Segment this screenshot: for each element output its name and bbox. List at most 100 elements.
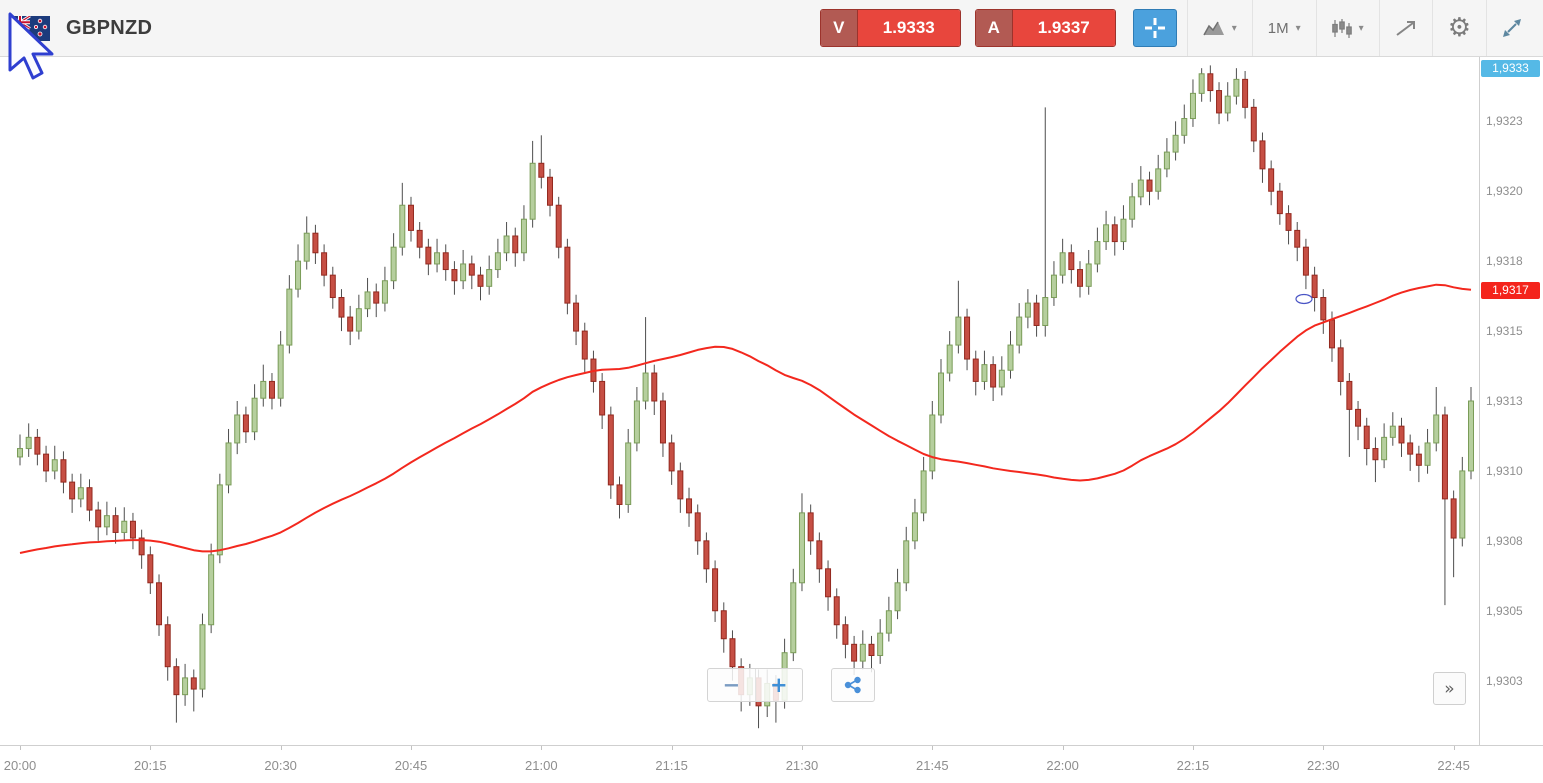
time-axis-tick: [1192, 746, 1194, 750]
zoom-out-button[interactable]: −: [708, 669, 756, 701]
candle: [477, 266, 484, 301]
candle: [1311, 266, 1318, 312]
sell-tag: V: [820, 10, 858, 46]
time-axis-tick: [410, 746, 412, 750]
candle: [1233, 68, 1240, 105]
candle: [77, 473, 84, 508]
candle: [17, 434, 23, 466]
time-axis-tick: [20, 746, 21, 750]
candle: [1268, 160, 1275, 206]
time-axis-label: 22:15: [1176, 758, 1210, 773]
price-axis-label: 1,9303: [1486, 673, 1523, 688]
chart-type-dropdown[interactable]: ▾: [1188, 0, 1252, 56]
candle: [147, 546, 154, 594]
price-axis-label: 1,9305: [1486, 603, 1523, 618]
candle: [1024, 289, 1031, 329]
time-axis-label: 21:15: [655, 758, 688, 773]
candle: [416, 222, 423, 259]
share-icon: [844, 676, 861, 694]
time-axis-tick: [1062, 746, 1064, 750]
time-axis-tick: [1453, 746, 1455, 750]
candle: [573, 294, 580, 346]
buy-tag: A: [975, 10, 1013, 46]
candle: [51, 445, 58, 480]
timeframe-label: 1M: [1267, 19, 1289, 37]
expand-icon: [1503, 19, 1521, 37]
time-axis-label: 22:30: [1307, 758, 1340, 773]
crosshair-tool-button[interactable]: [1132, 9, 1177, 47]
price-axis-label: 1,9310: [1486, 463, 1523, 478]
candle: [1363, 417, 1370, 466]
chevron-down-icon: ▾: [1358, 22, 1364, 34]
timeframe-dropdown[interactable]: 1M ▾: [1253, 0, 1316, 56]
time-axis[interactable]: 20:00 20:15 20:30 20:45 21:00 21:15 21:30 21:45…: [0, 745, 1543, 783]
candle: [616, 476, 623, 519]
candle: [677, 462, 684, 513]
candle: [868, 635, 875, 673]
candle: [512, 227, 519, 267]
candle: [1120, 205, 1127, 250]
candle: [1042, 107, 1049, 337]
candle: [816, 532, 823, 583]
toolbar-separator: [1486, 0, 1487, 56]
candle: [1285, 205, 1292, 245]
candle: [1346, 373, 1353, 457]
candle: [1007, 331, 1014, 379]
candle: [1085, 249, 1092, 295]
candle: [990, 356, 997, 401]
candle: [1137, 166, 1144, 206]
buy-button[interactable]: A 1.9337: [974, 9, 1116, 47]
candle: [86, 479, 93, 522]
share-button[interactable]: [831, 668, 875, 702]
settings-button[interactable]: ⚙: [1433, 0, 1486, 56]
nz-flag-icon: [10, 15, 50, 41]
candle: [694, 504, 701, 555]
candlestick-chart[interactable]: [0, 57, 1479, 745]
current-price-badge: 1,9333: [1481, 60, 1540, 77]
candle: [1129, 182, 1136, 228]
candle: [1459, 456, 1466, 547]
chart-canvas[interactable]: [0, 57, 1479, 745]
candle: [286, 275, 293, 354]
candle: [564, 238, 571, 315]
candle: [581, 322, 588, 374]
candle: [538, 135, 545, 189]
candle: [95, 501, 102, 541]
candle: [1189, 79, 1196, 127]
candle: [164, 616, 171, 681]
toolbar-separator: [1251, 0, 1253, 56]
fullscreen-button[interactable]: [1487, 0, 1537, 56]
candle: [955, 280, 962, 354]
candle: [1302, 238, 1309, 290]
candle: [903, 526, 910, 592]
price-axis[interactable]: 1,9323 1,9320 1,9318 1,9315 1,9313 1,9310 1,93…: [1479, 57, 1543, 745]
signals-button[interactable]: [1380, 0, 1432, 56]
zoom-in-button[interactable]: +: [769, 673, 788, 697]
candle: [1450, 490, 1457, 578]
toolbar: GBPNZD V 1.9333 A 1.9337 ▾: [0, 0, 1543, 57]
price-axis-label: 1,9318: [1486, 254, 1523, 269]
candle: [946, 331, 953, 382]
candle: [520, 205, 527, 262]
candle: [920, 456, 927, 522]
candle: [425, 238, 432, 276]
candle: [208, 543, 215, 634]
candle: [790, 568, 797, 662]
candle: [877, 619, 884, 664]
candlestick-icon: [1331, 18, 1352, 38]
candle: [103, 501, 110, 536]
candle: [216, 473, 223, 564]
candle: [129, 512, 136, 550]
candle: [303, 216, 310, 270]
chevron-down-icon: ▾: [1295, 22, 1301, 34]
zoom-controls: − +: [707, 668, 803, 702]
sell-button[interactable]: V 1.9333: [819, 9, 961, 47]
time-axis-tick: [280, 746, 282, 750]
candle: [668, 434, 675, 485]
price-axis-label: 1,9320: [1486, 184, 1523, 199]
collapse-panel-button[interactable]: »: [1433, 672, 1466, 705]
area-chart-icon: [1203, 21, 1224, 36]
candle-style-dropdown[interactable]: ▾: [1317, 0, 1379, 56]
price-axis-label: 1,9315: [1486, 324, 1523, 339]
candle: [1424, 428, 1431, 474]
